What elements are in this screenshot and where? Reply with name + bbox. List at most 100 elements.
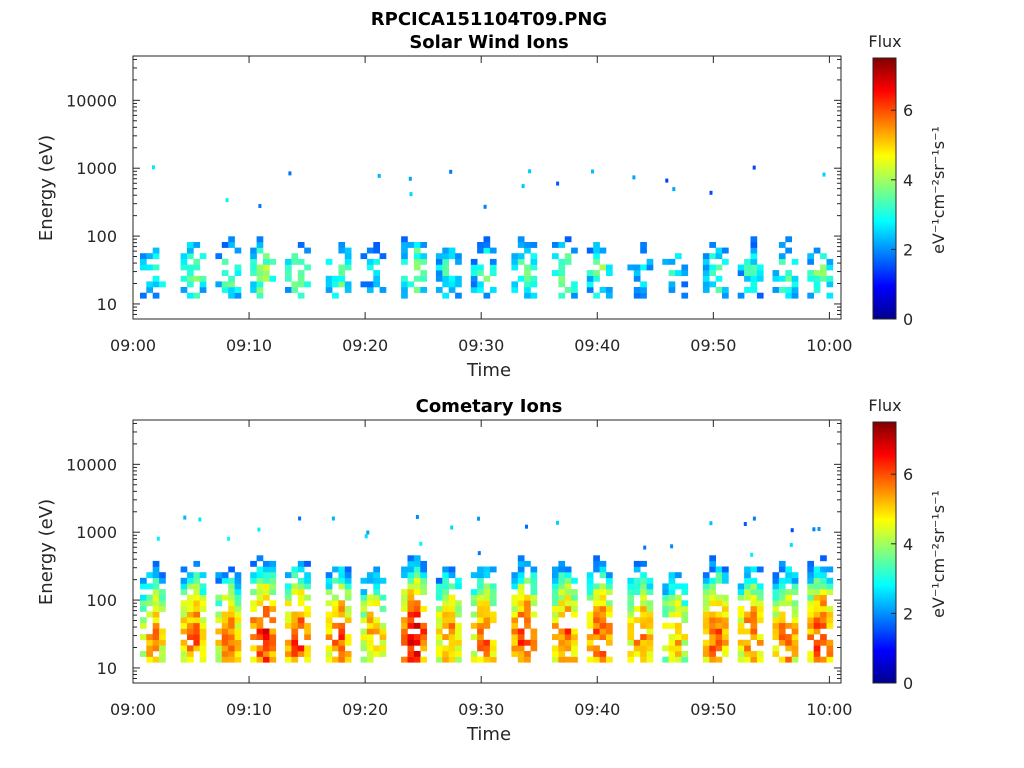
heatmap-cell bbox=[407, 611, 415, 618]
heatmap-cell bbox=[180, 600, 188, 607]
heatmap-cell bbox=[332, 645, 339, 652]
heatmap-cell bbox=[193, 583, 201, 590]
heatmap-cell bbox=[489, 264, 497, 271]
heatmap-cell bbox=[530, 275, 538, 282]
heatmap-cell bbox=[193, 258, 201, 265]
heatmap-cell bbox=[483, 204, 487, 209]
heatmap-cell bbox=[263, 275, 270, 282]
heatmap-cell bbox=[591, 169, 594, 174]
heatmap-cell bbox=[807, 583, 814, 590]
heatmap-cell bbox=[606, 622, 613, 629]
heatmap-cell bbox=[187, 281, 194, 288]
heatmap-cell bbox=[744, 611, 751, 618]
heatmap-cell bbox=[790, 528, 794, 533]
heatmap-cell bbox=[599, 622, 607, 629]
heatmap-cell bbox=[571, 639, 578, 646]
heatmap-cell bbox=[552, 611, 559, 618]
heatmap-cell bbox=[250, 656, 257, 663]
heatmap-cell bbox=[483, 572, 491, 579]
heatmap-cell bbox=[681, 606, 689, 612]
heatmap-cell bbox=[813, 270, 821, 276]
heatmap-cell bbox=[442, 577, 449, 584]
heatmap-cell bbox=[413, 258, 421, 265]
heatmap-cell bbox=[442, 622, 449, 629]
heatmap-cell bbox=[234, 611, 242, 618]
heatmap-cell bbox=[234, 606, 242, 612]
heatmap-cell bbox=[807, 606, 814, 612]
heatmap-cell bbox=[709, 566, 716, 573]
heatmap-cell bbox=[744, 594, 751, 601]
heatmap-cell bbox=[435, 628, 443, 635]
heatmap-cell bbox=[448, 287, 456, 293]
colorbar-tick-label: 6 bbox=[903, 101, 913, 120]
heatmap-cell bbox=[813, 577, 821, 584]
heatmap-cell bbox=[180, 651, 188, 657]
heatmap-cell bbox=[442, 651, 449, 657]
heatmap-cell bbox=[558, 628, 566, 635]
x-tick-label: 09:00 bbox=[110, 700, 156, 719]
heatmap-cell bbox=[285, 583, 292, 590]
heatmap-cell bbox=[269, 560, 277, 567]
heatmap-cell bbox=[366, 572, 374, 579]
heatmap-cell bbox=[744, 287, 751, 293]
heatmap-cell bbox=[325, 258, 333, 265]
heatmap-cell bbox=[715, 628, 723, 635]
heatmap-cell bbox=[627, 589, 635, 595]
heatmap-cell bbox=[489, 589, 497, 595]
heatmap-cell bbox=[477, 247, 484, 254]
heatmap-cell bbox=[750, 606, 758, 612]
heatmap-cell bbox=[586, 589, 594, 595]
x-tick-label: 09:40 bbox=[574, 336, 620, 355]
heatmap-cell bbox=[360, 634, 368, 640]
heatmap-cell bbox=[325, 577, 333, 584]
heatmap-cell bbox=[338, 242, 346, 248]
heatmap-cell bbox=[332, 577, 339, 584]
heatmap-cell bbox=[807, 600, 814, 607]
heatmap-cell bbox=[180, 606, 188, 612]
heatmap-cell bbox=[269, 258, 277, 265]
heatmap-cell bbox=[360, 628, 368, 635]
heatmap-cell bbox=[297, 645, 305, 652]
heatmap-cell bbox=[269, 275, 277, 282]
heatmap-cell bbox=[470, 572, 478, 579]
heatmap-cell bbox=[558, 594, 566, 601]
heatmap-cell bbox=[360, 617, 368, 624]
heatmap-cell bbox=[409, 192, 413, 197]
heatmap-cell bbox=[750, 247, 758, 254]
heatmap-cell bbox=[564, 287, 572, 293]
heatmap-cell bbox=[681, 611, 689, 618]
heatmap-cell bbox=[681, 639, 689, 646]
heatmap-cell bbox=[558, 577, 566, 584]
heatmap-cell bbox=[750, 552, 754, 557]
heatmap-cell bbox=[419, 541, 423, 546]
heatmap-cell bbox=[379, 622, 387, 629]
heatmap-cell bbox=[455, 275, 462, 282]
heatmap-cell bbox=[564, 583, 572, 590]
heatmap-cell bbox=[338, 247, 346, 254]
heatmap-cell bbox=[269, 617, 277, 624]
heatmap-cell bbox=[304, 634, 311, 640]
heatmap-cell bbox=[325, 275, 333, 282]
heatmap-cell bbox=[187, 264, 194, 271]
heatmap-cell bbox=[750, 242, 758, 248]
heatmap-cell bbox=[448, 583, 456, 590]
heatmap-cell bbox=[606, 606, 613, 612]
heatmap-cell bbox=[483, 566, 491, 573]
heatmap-cell bbox=[215, 577, 223, 584]
heatmap-cell bbox=[571, 247, 578, 254]
heatmap-cell bbox=[413, 264, 421, 271]
heatmap-cell bbox=[785, 622, 792, 629]
heatmap-cell bbox=[737, 589, 745, 595]
heatmap-cell bbox=[778, 287, 786, 293]
heatmap-cell bbox=[791, 639, 799, 646]
heatmap-cell bbox=[599, 287, 607, 293]
heatmap-cell bbox=[152, 628, 160, 635]
heatmap-cell bbox=[564, 236, 572, 243]
heatmap-cell bbox=[193, 628, 201, 635]
heatmap-cell bbox=[285, 258, 292, 265]
heatmap-cell bbox=[778, 258, 786, 265]
heatmap-cell bbox=[558, 566, 566, 573]
heatmap-cell bbox=[325, 651, 333, 657]
heatmap-cell bbox=[146, 572, 153, 579]
heatmap-cell bbox=[702, 264, 710, 271]
